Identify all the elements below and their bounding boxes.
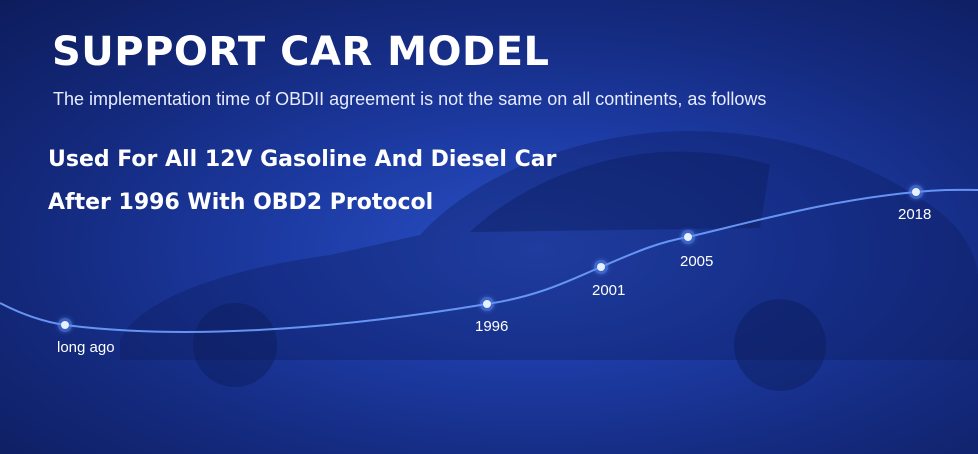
milestone-long-ago: long ago: [57, 318, 115, 356]
milestone-label: 2001: [592, 282, 625, 299]
headline-line-1: Used For All 12V Gasoline And Diesel Car: [48, 147, 557, 172]
milestone-label: long ago: [57, 339, 115, 356]
milestone-dot-core: [912, 188, 920, 196]
milestone-dot-core: [684, 233, 692, 241]
milestone-dot-core: [61, 321, 69, 329]
headline-line-2: After 1996 With OBD2 Protocol: [48, 190, 434, 215]
milestone-label: 1996: [475, 318, 508, 335]
milestone-label: 2018: [898, 206, 931, 223]
milestone-dot-core: [483, 300, 491, 308]
page-subtitle: The implementation time of OBDII agreeme…: [53, 89, 767, 109]
milestone-2005: 2005: [680, 230, 713, 270]
milestone-2018: 2018: [898, 185, 931, 223]
milestone-2001: 2001: [592, 260, 625, 299]
page-title: SUPPORT CAR MODEL: [52, 29, 550, 75]
timeline-curve: [0, 188, 978, 333]
milestone-1996: 1996: [475, 297, 508, 335]
milestone-label: 2005: [680, 253, 713, 270]
milestone-dot-core: [597, 263, 605, 271]
